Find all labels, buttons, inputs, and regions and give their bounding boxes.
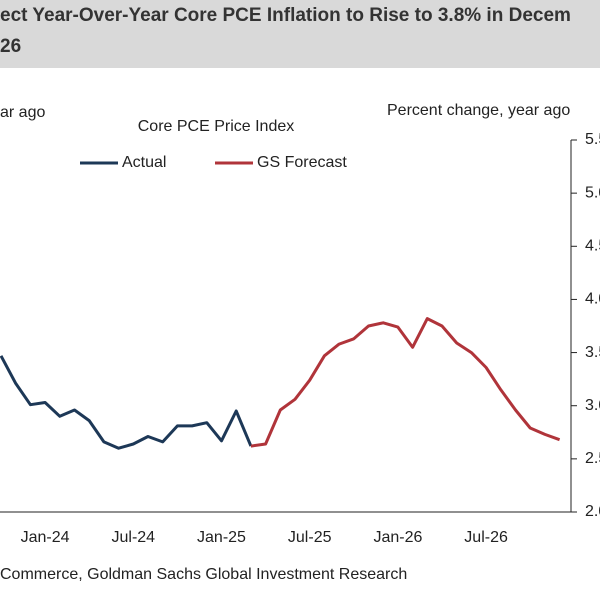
right-axis-label: Percent change, year ago — [387, 102, 570, 119]
legend-label: Actual — [122, 154, 166, 171]
x-tick-label: Jan-26 — [373, 529, 422, 546]
x-tick-label: Jul-24 — [112, 529, 156, 546]
y2-tick-label: 5.0 — [585, 184, 600, 201]
series-line — [250, 317, 561, 448]
x-tick-label: Jan-24 — [21, 529, 70, 546]
x-tick-label: Jul-26 — [464, 529, 508, 546]
x-tick-label: Jan-25 — [197, 529, 246, 546]
legend-title: Core PCE Price Index — [138, 118, 295, 135]
y2-tick-label: 2.5 — [585, 450, 600, 467]
legend-label: GS Forecast — [257, 154, 347, 171]
y2-tick-label: 4.0 — [585, 291, 600, 308]
y2-tick-label: 2.0 — [585, 503, 600, 520]
y2-tick-label: 4.5 — [585, 238, 600, 255]
y2-tick-label: 3.0 — [585, 397, 600, 414]
title-band — [0, 0, 600, 68]
series-line — [0, 355, 253, 450]
x-tick-label: Jul-25 — [288, 529, 332, 546]
y2-tick-label: 5.5 — [585, 131, 600, 148]
left-axis-label: ar ago — [0, 104, 45, 121]
chart-subtitle: 26 — [0, 36, 21, 57]
source: Commerce, Goldman Sachs Global Investmen… — [0, 566, 407, 583]
chart-title: ect Year-Over-Year Core PCE Inflation to… — [0, 5, 571, 26]
y2-tick-label: 3.5 — [585, 344, 600, 361]
